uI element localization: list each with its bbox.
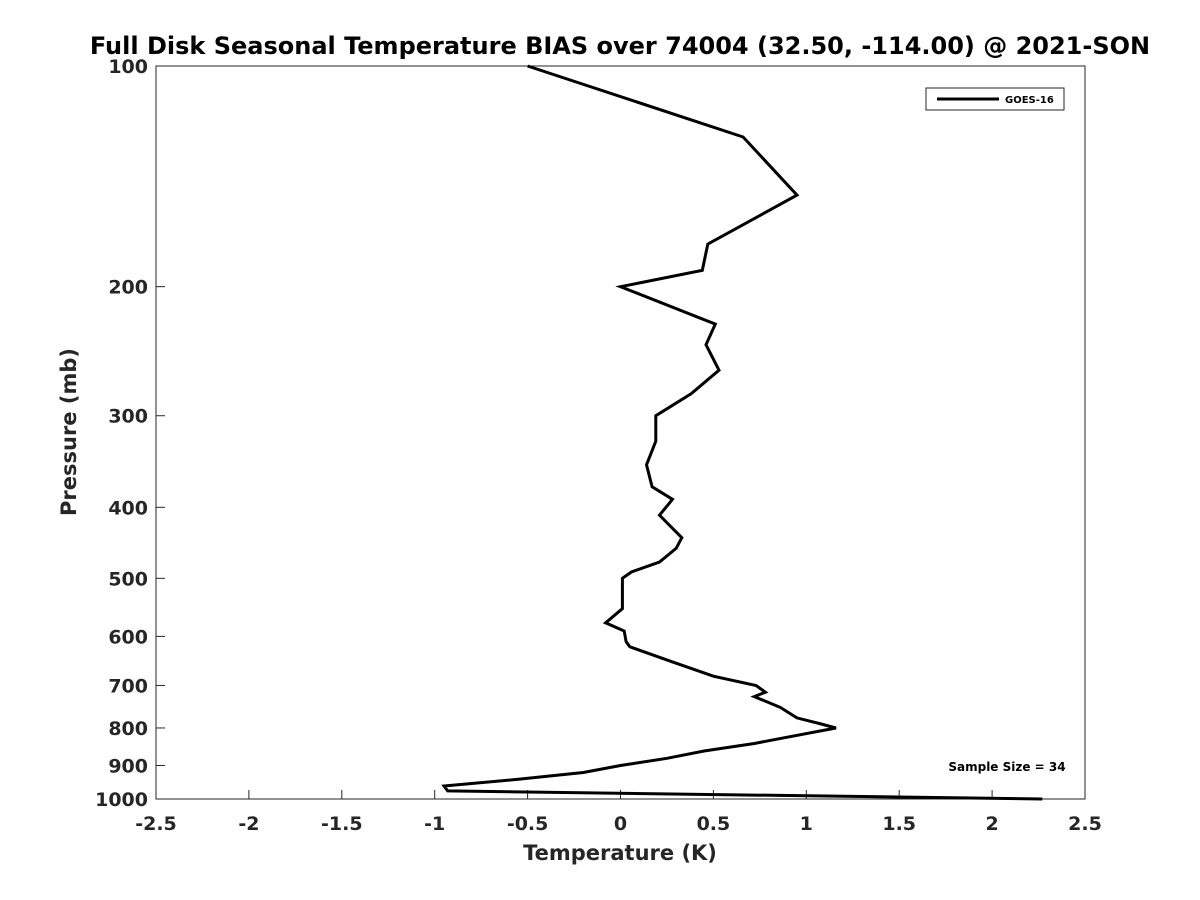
legend-label-goes-16: GOES-16 [1005, 95, 1054, 106]
y-tick-label: 800 [108, 718, 148, 740]
y-tick-label: 200 [108, 277, 148, 299]
y-axis-ticks: 100 200 300 400 500 600 700 800 900 1000 [95, 56, 165, 811]
legend: GOES-16 [925, 87, 1065, 111]
chart-title: Full Disk Seasonal Temperature BIAS over… [90, 32, 1150, 60]
y-tick-label: 400 [108, 497, 148, 519]
plot-box [155, 65, 1086, 800]
y-tick-label: 500 [108, 568, 148, 590]
sample-size-annotation: Sample Size = 34 [948, 760, 1065, 774]
x-tick-label: 2 [985, 813, 998, 835]
x-tick-label: -0.5 [507, 813, 549, 835]
y-tick-label: 900 [108, 755, 148, 777]
x-axis-label: Temperature (K) [523, 841, 717, 865]
x-tick-label: 1 [800, 813, 813, 835]
x-tick-label: -2.5 [135, 813, 177, 835]
y-tick-label: 700 [108, 675, 148, 697]
y-tick-label: 1000 [95, 789, 148, 811]
x-tick-label: -1.5 [321, 813, 363, 835]
x-tick-label: -2 [238, 813, 259, 835]
x-tick-label: 1.5 [882, 813, 916, 835]
series-line-goes-16 [441, 64, 1043, 801]
plot-area: -2.5 -2 -1.5 -1 -0.5 0 0.5 1 1.5 2 2.5 100 200 300 40… [95, 56, 1102, 835]
y-axis-label: Pressure (mb) [57, 348, 81, 516]
x-tick-label: -1 [424, 813, 445, 835]
x-axis-ticks: -2.5 -2 -1.5 -1 -0.5 0 0.5 1 1.5 2 2.5 [135, 790, 1102, 835]
x-tick-label: 0 [614, 813, 627, 835]
series-group [441, 64, 1043, 801]
y-tick-label: 100 [108, 56, 148, 78]
y-tick-label: 300 [108, 406, 148, 428]
x-tick-label: 0.5 [697, 813, 731, 835]
y-tick-label: 600 [108, 626, 148, 648]
x-tick-label: 2.5 [1068, 813, 1102, 835]
